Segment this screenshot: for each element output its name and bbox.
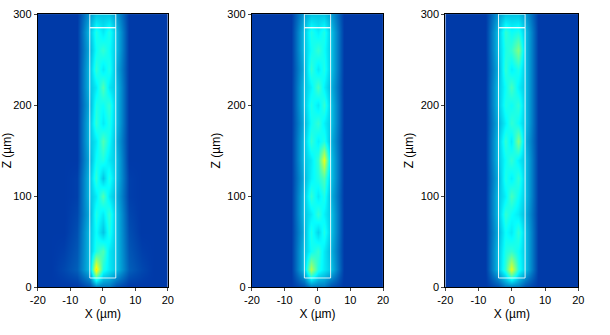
svg-text:200: 200 bbox=[421, 99, 439, 111]
svg-text:10: 10 bbox=[344, 294, 356, 306]
svg-text:100: 100 bbox=[13, 190, 31, 202]
svg-text:200: 200 bbox=[227, 99, 245, 111]
svg-text:-10: -10 bbox=[62, 294, 78, 306]
svg-text:0: 0 bbox=[100, 294, 106, 306]
svg-text:Z (µm): Z (µm) bbox=[209, 133, 223, 169]
svg-text:0: 0 bbox=[240, 281, 246, 293]
svg-text:Z (µm): Z (µm) bbox=[402, 133, 416, 169]
svg-text:0: 0 bbox=[25, 281, 31, 293]
svg-text:X (µm): X (µm) bbox=[494, 307, 530, 321]
svg-text:20: 20 bbox=[572, 294, 584, 306]
svg-text:100: 100 bbox=[227, 190, 245, 202]
svg-text:20: 20 bbox=[162, 294, 174, 306]
svg-text:-20: -20 bbox=[244, 294, 260, 306]
svg-text:-20: -20 bbox=[437, 294, 453, 306]
svg-text:200: 200 bbox=[13, 99, 31, 111]
svg-text:0: 0 bbox=[433, 281, 439, 293]
svg-text:Z (µm): Z (µm) bbox=[0, 133, 14, 169]
svg-text:10: 10 bbox=[129, 294, 141, 306]
svg-text:300: 300 bbox=[13, 8, 31, 20]
svg-text:10: 10 bbox=[539, 294, 551, 306]
svg-text:X (µm): X (µm) bbox=[85, 307, 121, 321]
svg-text:X (µm): X (µm) bbox=[299, 307, 335, 321]
svg-text:0: 0 bbox=[509, 294, 515, 306]
svg-text:20: 20 bbox=[377, 294, 389, 306]
svg-text:-20: -20 bbox=[30, 294, 46, 306]
svg-text:300: 300 bbox=[227, 8, 245, 20]
svg-text:100: 100 bbox=[421, 190, 439, 202]
svg-text:0: 0 bbox=[314, 294, 320, 306]
svg-text:-10: -10 bbox=[277, 294, 293, 306]
svg-text:-10: -10 bbox=[471, 294, 487, 306]
svg-text:300: 300 bbox=[421, 8, 439, 20]
